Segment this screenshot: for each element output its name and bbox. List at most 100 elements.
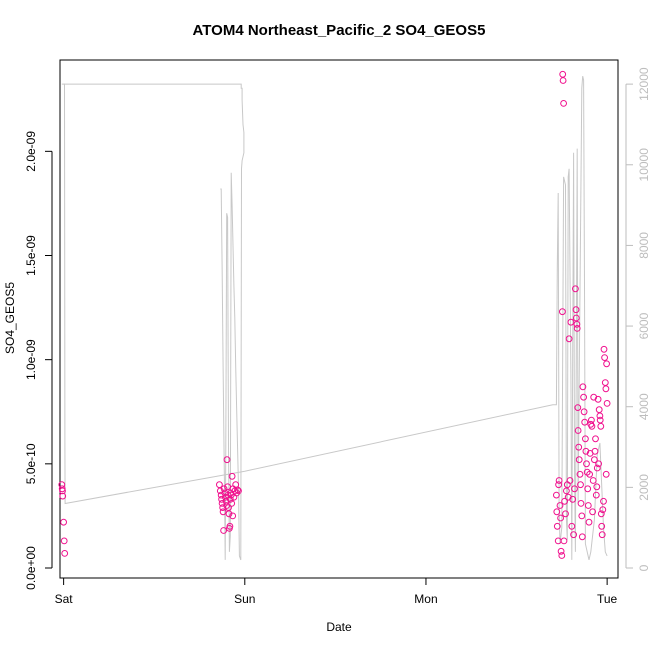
- data-point: [584, 485, 592, 493]
- data-point: [220, 527, 228, 534]
- left-tick-label: 1.0e-09: [24, 339, 38, 380]
- data-point: [568, 522, 576, 530]
- point-series-layer: [58, 70, 611, 559]
- data-point: [588, 416, 595, 424]
- data-point: [559, 77, 567, 84]
- data-point: [563, 487, 570, 495]
- bottom-tick-label: Mon: [414, 592, 437, 606]
- right-tick-label: 10000: [637, 148, 650, 182]
- left-tick-label: 1.5e-09: [24, 235, 38, 276]
- data-point: [60, 537, 68, 545]
- data-point: [592, 435, 599, 443]
- data-point: [582, 447, 590, 455]
- left-tick-label: 2.0e-09: [24, 131, 38, 172]
- data-point: [588, 422, 596, 430]
- data-point: [228, 500, 236, 507]
- bottom-axis: Sat Sun Mon Tue: [55, 577, 618, 606]
- data-point: [572, 285, 579, 293]
- chart-title: ATOM4 Northeast_Pacific_2 SO4_GEOS5: [193, 22, 486, 39]
- data-point: [222, 497, 230, 505]
- data-point: [598, 522, 606, 530]
- data-point: [559, 70, 567, 78]
- data-point: [567, 318, 575, 326]
- data-point: [592, 491, 600, 499]
- data-point: [600, 497, 607, 505]
- data-point: [580, 408, 588, 416]
- data-point: [59, 492, 67, 500]
- data-point: [59, 487, 66, 495]
- data-point: [572, 306, 580, 314]
- data-point: [572, 314, 580, 322]
- data-point: [582, 435, 589, 443]
- data-point: [600, 345, 608, 353]
- left-axis: 0.0e+00 5.0e-10 1.0e-09 1.5e-09 2.0e-09: [24, 131, 53, 590]
- data-point: [595, 406, 603, 414]
- data-point: [553, 491, 560, 499]
- y-axis-label: SO4_GEOS5: [3, 282, 17, 354]
- data-point: [578, 512, 586, 520]
- x-axis-label: Date: [326, 620, 352, 634]
- data-point: [597, 422, 605, 430]
- right-tick-label: 12000: [637, 67, 650, 101]
- data-point: [569, 495, 577, 503]
- left-tick-label: 5.0e-10: [24, 443, 38, 484]
- data-point: [235, 487, 242, 495]
- data-point: [61, 550, 69, 557]
- data-point: [593, 464, 601, 472]
- data-point: [599, 506, 607, 514]
- data-point: [220, 485, 228, 493]
- data-point: [602, 470, 610, 478]
- data-point: [225, 510, 233, 518]
- data-point: [581, 418, 589, 426]
- data-point: [229, 512, 237, 520]
- data-point: [573, 325, 581, 332]
- data-point: [591, 456, 598, 464]
- data-point: [559, 308, 566, 316]
- data-point: [558, 552, 566, 559]
- right-tick-label: 2000: [637, 474, 650, 501]
- data-point: [589, 508, 596, 516]
- data-point: [60, 518, 67, 526]
- data-point: [557, 547, 565, 555]
- right-tick-label: 0: [637, 564, 650, 571]
- data-point: [585, 518, 593, 526]
- data-point: [565, 335, 573, 343]
- right-axis-line-series: [63, 75, 608, 561]
- data-point: [580, 393, 587, 401]
- data-point: [584, 502, 592, 509]
- data-point: [570, 531, 577, 539]
- plot-frame: [59, 59, 619, 579]
- data-point: [596, 412, 604, 420]
- data-point: [597, 510, 605, 518]
- data-point: [566, 477, 574, 484]
- data-point: [583, 460, 590, 468]
- bottom-tick-label: Sat: [55, 592, 74, 606]
- data-point: [586, 470, 593, 478]
- right-axis-line-series: [61, 83, 245, 561]
- data-point: [228, 472, 236, 480]
- data-point: [593, 483, 601, 491]
- data-point: [226, 495, 234, 503]
- data-point: [562, 510, 569, 518]
- data-point: [223, 456, 231, 464]
- data-point: [573, 320, 581, 328]
- right-tick-label: 6000: [637, 312, 650, 339]
- data-point: [560, 100, 567, 107]
- data-point: [555, 477, 563, 484]
- data-point: [575, 456, 583, 464]
- data-point: [226, 522, 234, 530]
- data-point: [576, 470, 584, 478]
- data-point: [574, 404, 582, 412]
- right-axis: 0 2000 4000 6000 8000 10000 12000: [625, 67, 650, 571]
- data-point: [216, 481, 223, 489]
- data-point: [577, 500, 585, 507]
- left-tick-label: 0.0e+00: [24, 546, 38, 590]
- data-point: [601, 354, 608, 362]
- data-point: [598, 531, 606, 539]
- data-point: [553, 522, 561, 530]
- data-point: [577, 481, 584, 489]
- data-point: [579, 383, 587, 391]
- data-point: [556, 502, 564, 509]
- data-point: [595, 460, 602, 468]
